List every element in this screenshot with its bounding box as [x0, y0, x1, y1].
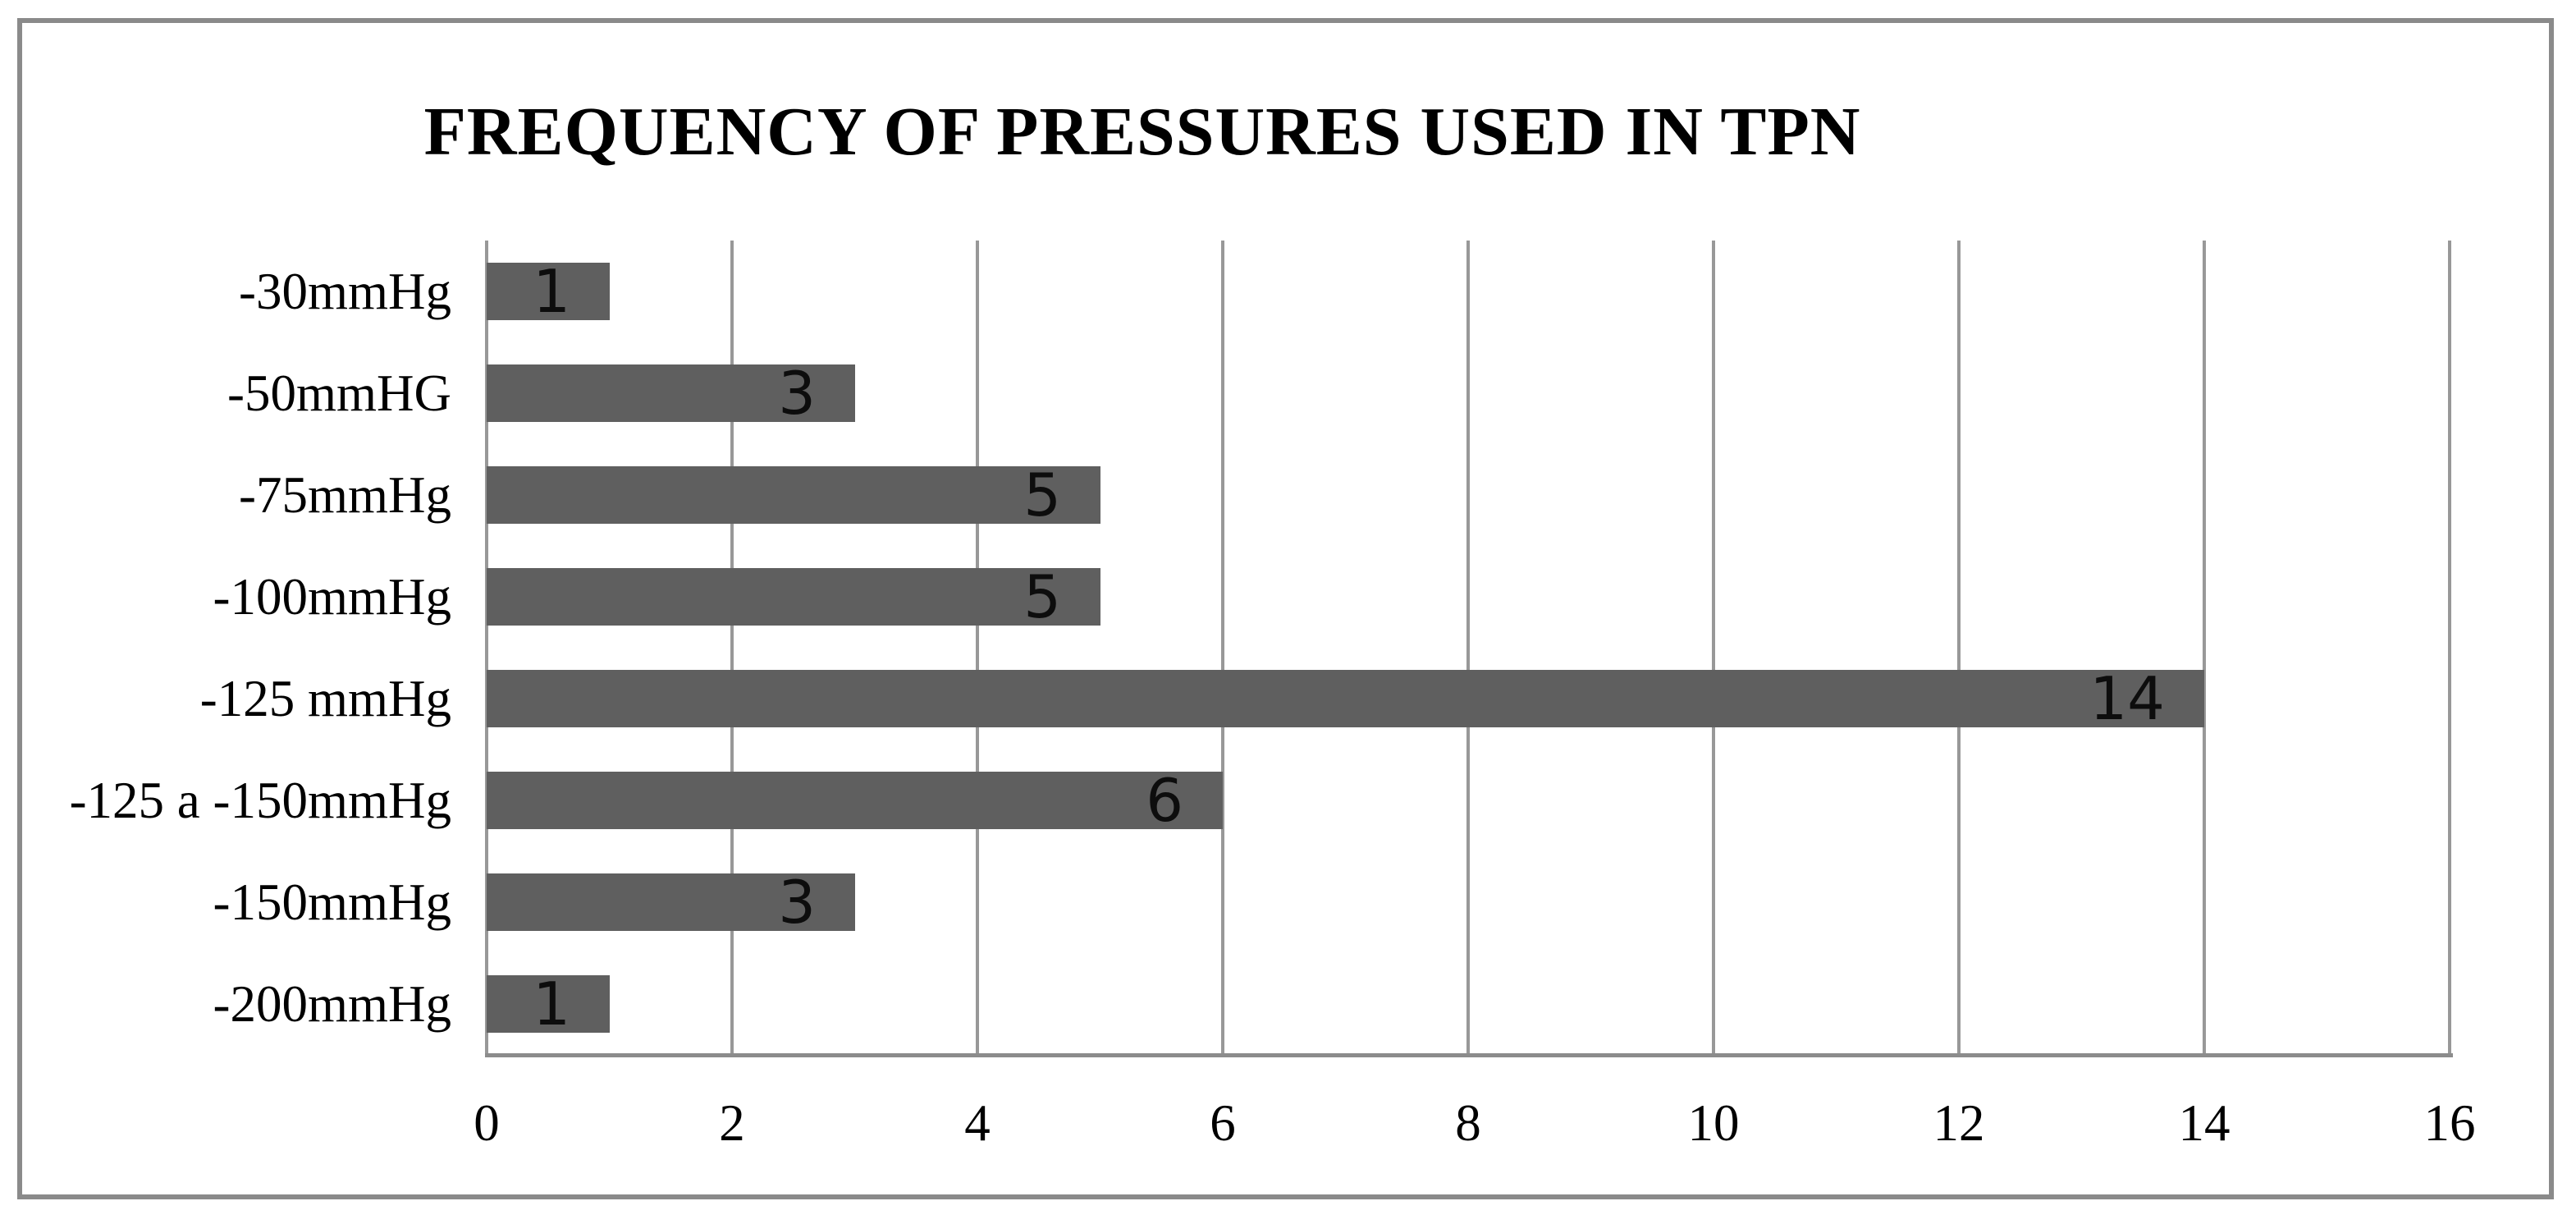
bar-value-label: 5: [1023, 562, 1061, 631]
x-axis-line: [485, 1053, 2453, 1057]
bar: 6: [487, 771, 1223, 830]
plot-area: 1 3 5 5 14 6 3 1: [485, 241, 2453, 1057]
category-label: -125 mmHg: [199, 670, 451, 727]
x-tick-label: 8: [1455, 1094, 1481, 1152]
bar-value-label: 5: [1023, 461, 1061, 529]
bar: 5: [487, 567, 1100, 626]
vertical-gridline: [976, 241, 979, 1055]
vertical-gridline: [1712, 241, 1715, 1055]
bar: 5: [487, 465, 1100, 525]
category-label: -150mmHg: [213, 873, 451, 931]
bar-value-label: 1: [533, 970, 570, 1038]
category-label: -200mmHg: [213, 975, 451, 1033]
vertical-gridline: [1466, 241, 1470, 1055]
x-tick-label: 4: [964, 1094, 991, 1152]
chart-frame: FREQUENCY OF PRESSURES USED IN TPN: [17, 18, 2554, 1199]
vertical-gridline: [2448, 241, 2451, 1055]
vertical-gridline: [2203, 241, 2206, 1055]
bar: 1: [487, 974, 610, 1034]
bar-value-label: 6: [1146, 766, 1183, 835]
category-label: -75mmHg: [239, 466, 451, 524]
x-tick-label: 16: [2423, 1094, 2476, 1152]
bar-value-label: 14: [2089, 664, 2165, 733]
bar: 3: [487, 364, 855, 423]
category-label: -100mmHg: [213, 568, 451, 626]
category-label: -30mmHg: [239, 263, 451, 320]
chart-title: FREQUENCY OF PRESSURES USED IN TPN: [423, 94, 1861, 170]
vertical-gridline: [485, 241, 488, 1055]
vertical-gridline: [1957, 241, 1961, 1055]
x-tick-label: 12: [1933, 1094, 1985, 1152]
bar-value-label: 3: [778, 359, 816, 428]
x-tick-label: 10: [1687, 1094, 1740, 1152]
bar-value-label: 1: [533, 257, 570, 326]
bar: 3: [487, 873, 855, 932]
x-tick-label: 2: [719, 1094, 745, 1152]
category-label: -50mmHG: [227, 364, 451, 422]
bar: 1: [487, 262, 610, 321]
vertical-gridline: [1221, 241, 1224, 1055]
x-tick-label: 0: [474, 1094, 500, 1152]
bar: 14: [487, 669, 2204, 728]
category-label: -125 a -150mmHg: [69, 772, 451, 829]
x-tick-label: 6: [1210, 1094, 1236, 1152]
x-tick-label: 14: [2178, 1094, 2231, 1152]
vertical-gridline: [730, 241, 734, 1055]
bar-value-label: 3: [778, 868, 816, 937]
